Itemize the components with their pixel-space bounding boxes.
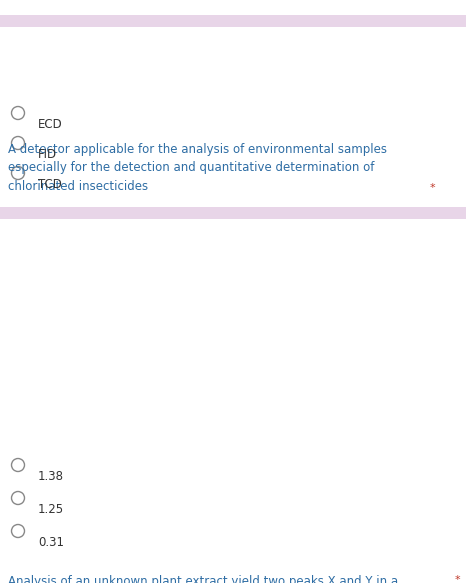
Bar <box>0 15 466 27</box>
Text: TCD: TCD <box>38 178 62 191</box>
Text: 1.25: 1.25 <box>38 503 64 516</box>
Text: Analysis of an unknown plant extract yield two peaks X and Y in a
chromatogram, : Analysis of an unknown plant extract yie… <box>8 575 430 583</box>
Text: ECD: ECD <box>38 118 63 131</box>
Text: 1.38: 1.38 <box>38 470 64 483</box>
Text: 0.31: 0.31 <box>38 536 64 549</box>
Text: A detector applicable for the analysis of environmental samples
especially for t: A detector applicable for the analysis o… <box>8 143 387 193</box>
Text: FID: FID <box>38 148 57 161</box>
Text: *: * <box>455 575 460 583</box>
Bar <box>0 207 466 219</box>
Text: *: * <box>430 183 436 193</box>
